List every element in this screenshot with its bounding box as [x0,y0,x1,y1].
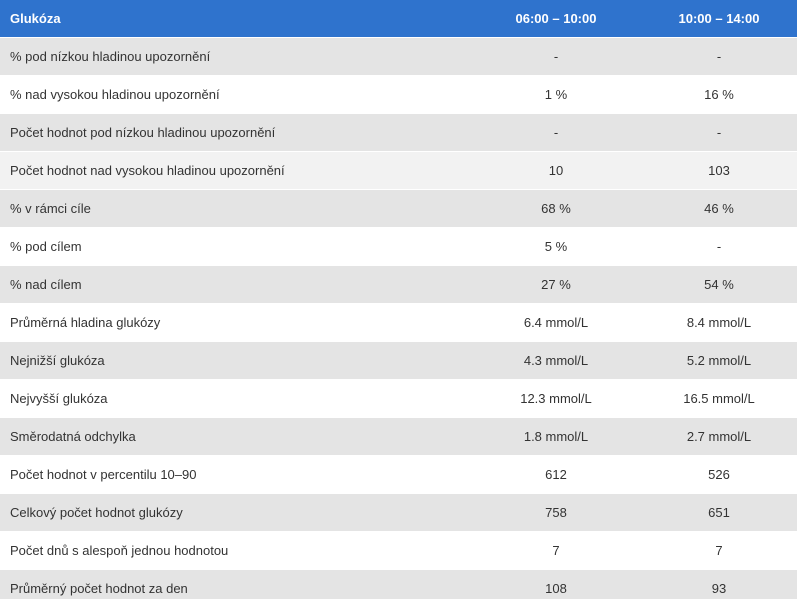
row-label: Nejnižší glukóza [0,341,471,380]
table-row: Průměrná hladina glukózy 6.4 mmol/L 8.4 … [0,303,797,342]
row-value-col-1: 758 [471,493,641,532]
row-label: Počet hodnot pod nízkou hladinou upozorn… [0,113,471,152]
row-value-col-2: 46 % [641,189,797,228]
table-row: % pod nízkou hladinou upozornění - - [0,37,797,76]
row-value-col-2: 103 [641,151,797,190]
row-value-col-2: 651 [641,493,797,532]
table-row: Nejnižší glukóza 4.3 mmol/L 5.2 mmol/L [0,341,797,380]
row-label: % nad cílem [0,265,471,304]
row-value-col-1: - [471,37,641,76]
table-body: % pod nízkou hladinou upozornění - - % n… [0,37,797,599]
row-value-col-1: 6.4 mmol/L [471,303,641,342]
table-row: % pod cílem 5 % - [0,227,797,266]
row-label: % pod cílem [0,227,471,266]
row-value-col-1: - [471,113,641,152]
table-header: Glukóza 06:00 – 10:00 10:00 – 14:00 [0,0,797,38]
row-label: Počet dnů s alespoň jednou hodnotou [0,531,471,570]
row-value-col-2: 526 [641,455,797,494]
row-value-col-2: - [641,227,797,266]
row-value-col-2: 16.5 mmol/L [641,379,797,418]
row-label: Směrodatná odchylka [0,417,471,456]
row-value-col-1: 10 [471,151,641,190]
header-col-2: 10:00 – 14:00 [641,0,797,38]
row-label: Počet hodnot v percentilu 10–90 [0,455,471,494]
row-label: Průměrný počet hodnot za den [0,569,471,599]
header-col-1: 06:00 – 10:00 [471,0,641,38]
row-label: % v rámci cíle [0,189,471,228]
row-value-col-1: 5 % [471,227,641,266]
table-row: Počet hodnot pod nízkou hladinou upozorn… [0,113,797,152]
table-row: Průměrný počet hodnot za den 108 93 [0,569,797,599]
table-row: Nejvyšší glukóza 12.3 mmol/L 16.5 mmol/L [0,379,797,418]
row-label: Nejvyšší glukóza [0,379,471,418]
row-value-col-1: 108 [471,569,641,599]
row-label: % pod nízkou hladinou upozornění [0,37,471,76]
table-row: Celkový počet hodnot glukózy 758 651 [0,493,797,532]
row-value-col-2: - [641,113,797,152]
table-row: % v rámci cíle 68 % 46 % [0,189,797,228]
row-value-col-2: 54 % [641,265,797,304]
row-label: Počet hodnot nad vysokou hladinou upozor… [0,151,471,190]
row-value-col-2: - [641,37,797,76]
row-value-col-1: 612 [471,455,641,494]
row-value-col-2: 16 % [641,75,797,114]
row-value-col-2: 5.2 mmol/L [641,341,797,380]
header-metric: Glukóza [0,0,471,38]
row-value-col-1: 1.8 mmol/L [471,417,641,456]
table-row: Směrodatná odchylka 1.8 mmol/L 2.7 mmol/… [0,417,797,456]
table-row: Počet hodnot nad vysokou hladinou upozor… [0,151,797,190]
row-value-col-2: 7 [641,531,797,570]
row-label: % nad vysokou hladinou upozornění [0,75,471,114]
table-row: Počet dnů s alespoň jednou hodnotou 7 7 [0,531,797,570]
row-value-col-2: 93 [641,569,797,599]
table-row: % nad vysokou hladinou upozornění 1 % 16… [0,75,797,114]
row-value-col-1: 4.3 mmol/L [471,341,641,380]
row-value-col-2: 8.4 mmol/L [641,303,797,342]
row-value-col-1: 7 [471,531,641,570]
row-label: Celkový počet hodnot glukózy [0,493,471,532]
row-value-col-1: 12.3 mmol/L [471,379,641,418]
row-value-col-1: 27 % [471,265,641,304]
row-value-col-1: 1 % [471,75,641,114]
row-value-col-2: 2.7 mmol/L [641,417,797,456]
header-row: Glukóza 06:00 – 10:00 10:00 – 14:00 [0,0,797,38]
row-value-col-1: 68 % [471,189,641,228]
table-row: Počet hodnot v percentilu 10–90 612 526 [0,455,797,494]
table-row: % nad cílem 27 % 54 % [0,265,797,304]
row-label: Průměrná hladina glukózy [0,303,471,342]
